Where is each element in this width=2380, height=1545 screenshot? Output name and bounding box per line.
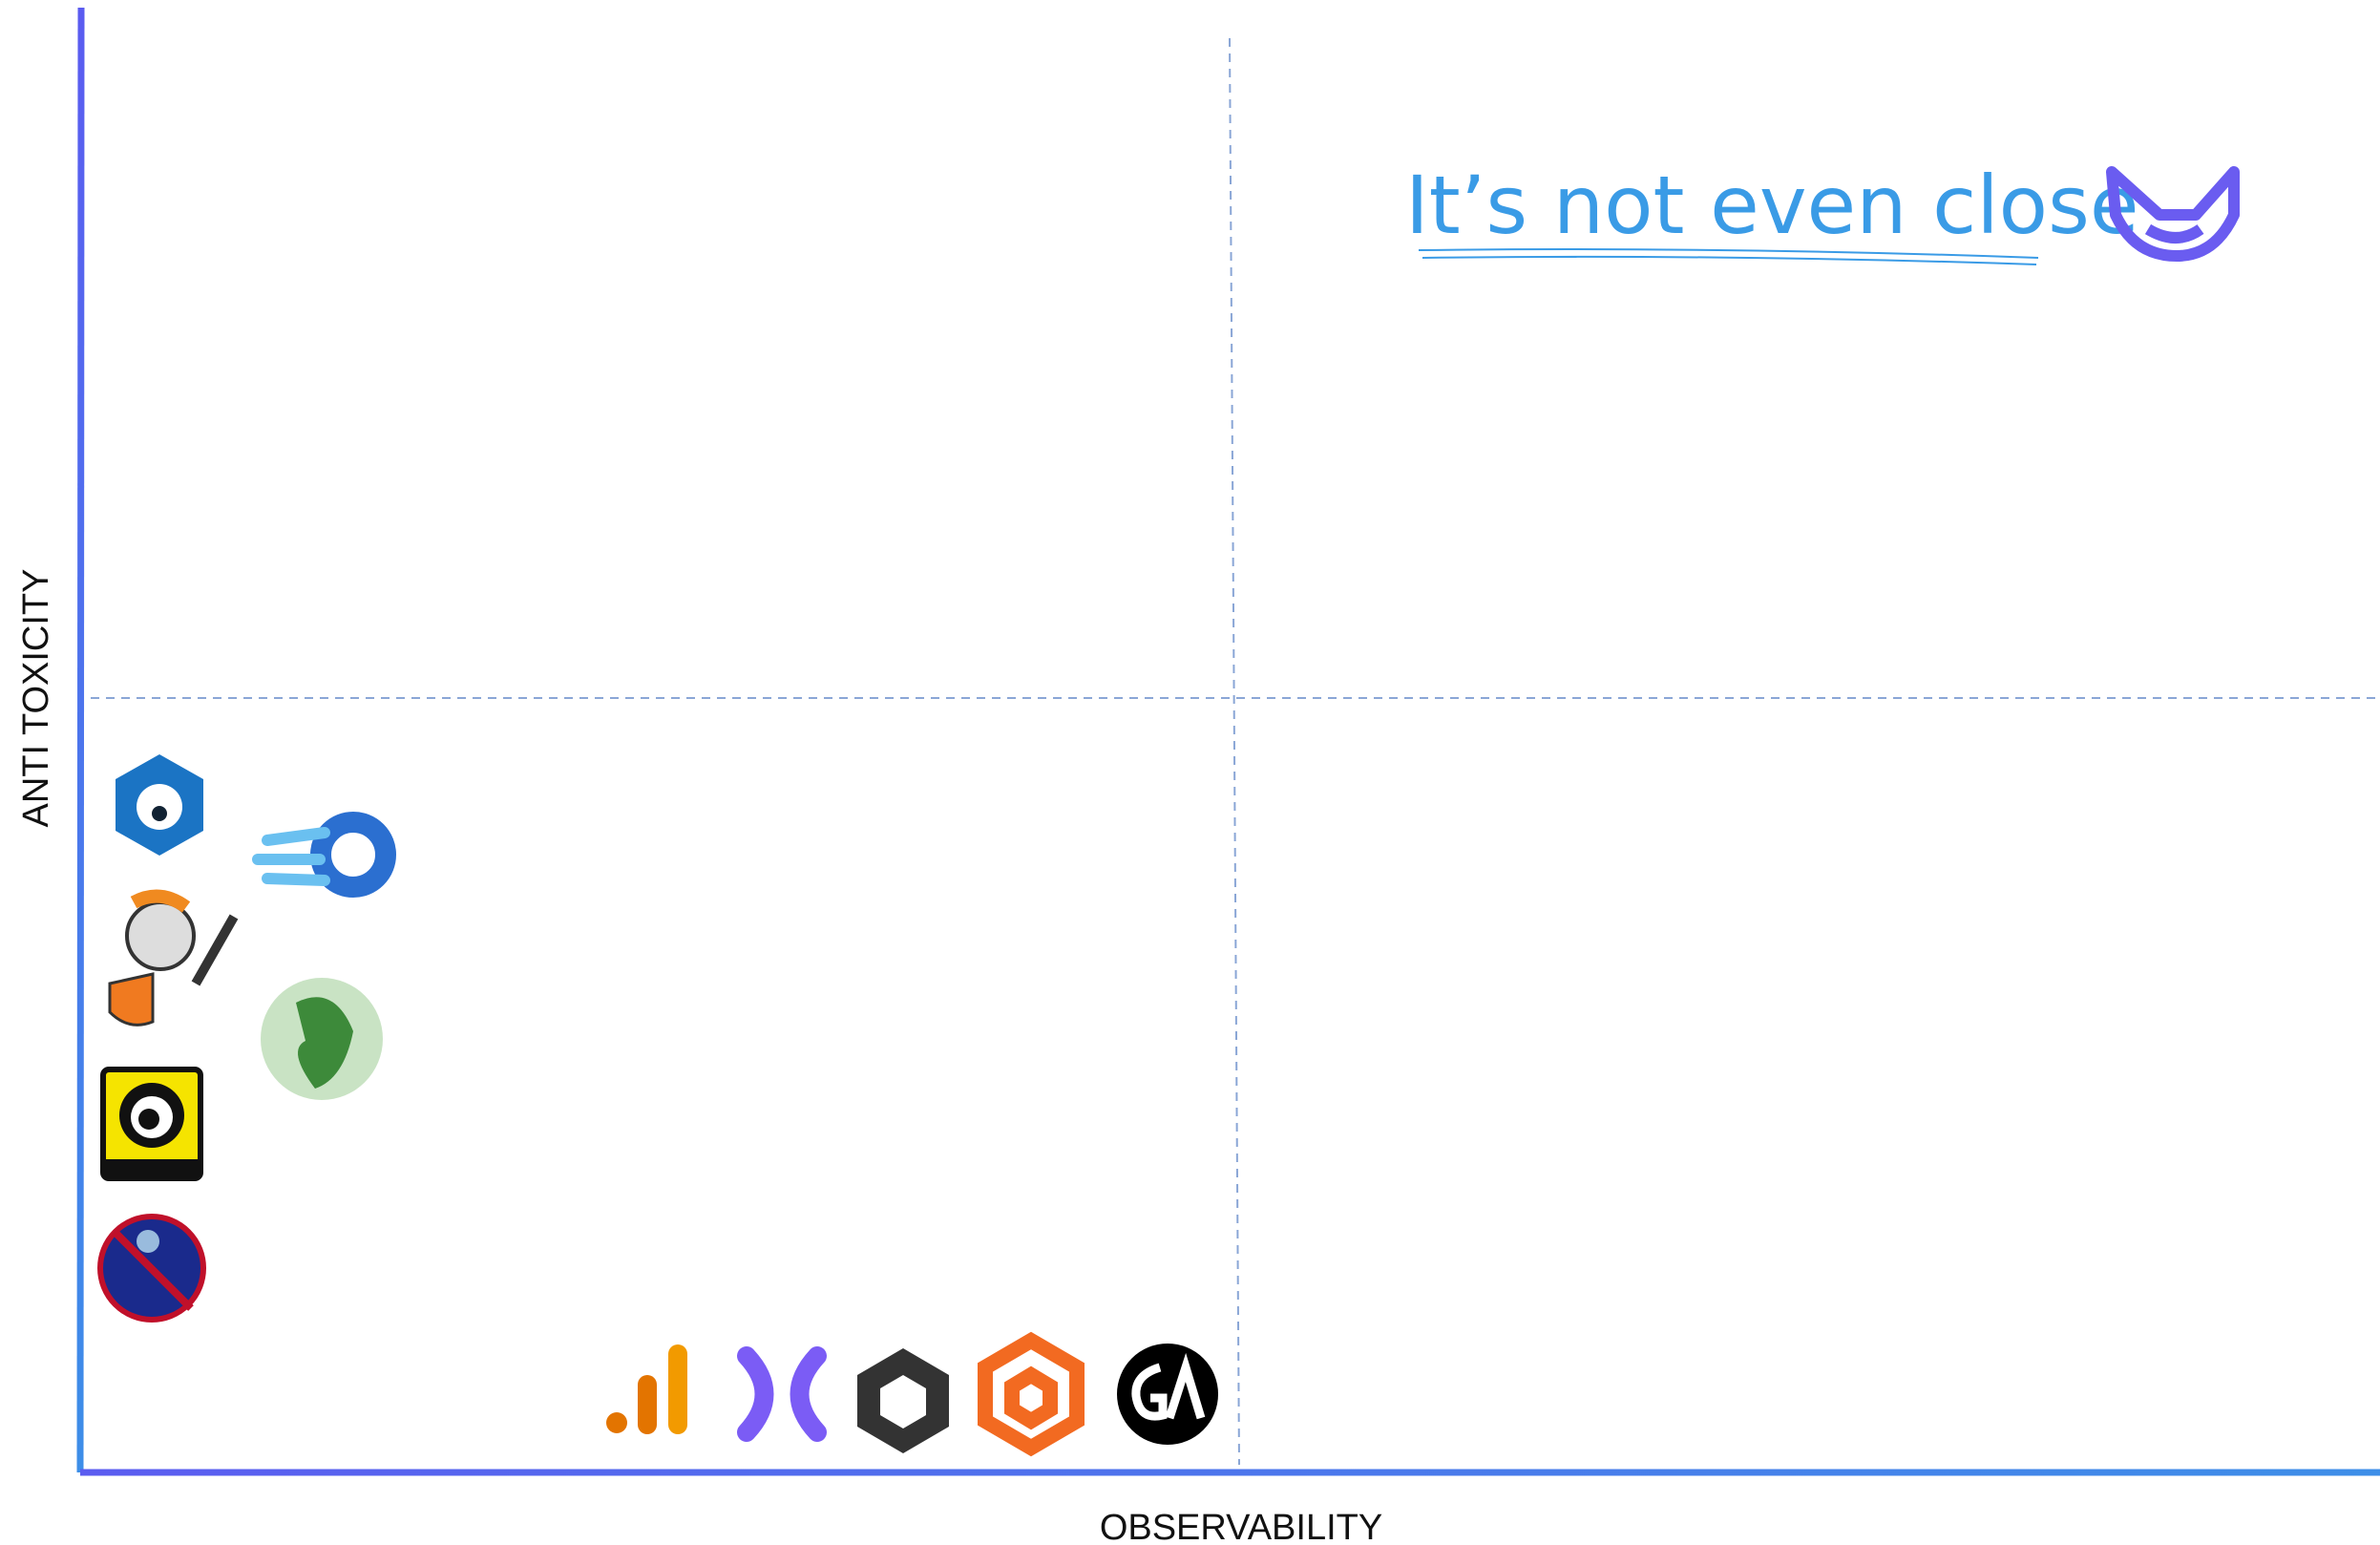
- x-logo: [737, 1346, 827, 1442]
- battleye-logo: [100, 1067, 203, 1181]
- y-axis-label: ANTI TOXICITY: [16, 569, 56, 828]
- x-axis-label: OBSERVABILITY: [1100, 1508, 1382, 1545]
- analytics-bars-logo: [606, 1344, 687, 1434]
- bear-logo: [116, 754, 203, 856]
- brand-logo: [2106, 166, 2240, 262]
- knight-logo: [108, 889, 239, 1026]
- vertical-divider: [1229, 37, 1240, 1466]
- annotation: It’s not even close: [1405, 159, 2139, 252]
- y-axis: [75, 7, 85, 1473]
- anticheat-logo: [97, 1214, 206, 1323]
- x-axis: [79, 1467, 2380, 1476]
- comet-logo: [252, 812, 396, 898]
- ga-logo: [1117, 1344, 1218, 1445]
- unity-logo: [857, 1348, 949, 1453]
- orange-hex-logo: [978, 1331, 1085, 1457]
- globe-logo: [261, 978, 383, 1100]
- underline: [1418, 248, 2039, 265]
